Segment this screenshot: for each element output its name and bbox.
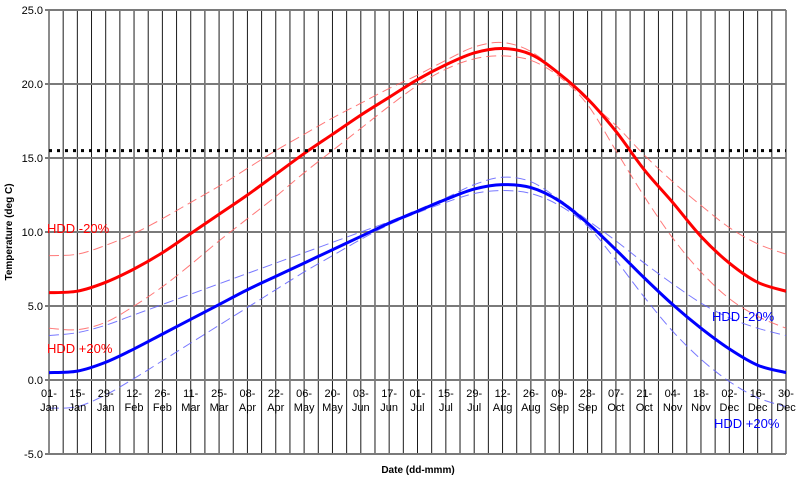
series-red-mean (48, 46, 787, 295)
x-tick-label: 23-Sep (578, 388, 598, 414)
x-axis-label: Date (dd-mmm) (381, 465, 454, 476)
y-tick-label: 5.0 (28, 301, 43, 313)
x-tick-label: 01-Jul (410, 388, 426, 414)
series-red-upper (48, 41, 787, 257)
x-tick-label: 25-Mar (210, 388, 229, 414)
x-tick-labels: 01-Jan 15-Jan 29-Jan 12-Feb 26-Feb 11-Mar 25-M… (40, 388, 796, 414)
x-tick-label: 26-Feb (153, 388, 172, 414)
x-tick-label: 29-Jan (97, 388, 115, 414)
y-tick-label: 15.0 (22, 153, 43, 165)
x-tick-label: 11-Mar (181, 388, 200, 414)
annotation-blue-hdd-plus: HDD +20% (714, 416, 780, 431)
y-tick-labels: -5.0 0.0 5.0 10.0 15.0 20.0 25.0 (22, 5, 43, 461)
annotation-red-hdd-plus: HDD +20% (47, 341, 113, 356)
x-tick-label: 20-May (322, 388, 343, 414)
y-tick-label: 10.0 (22, 227, 43, 239)
x-tick-label: 03-Jun (352, 388, 370, 414)
x-tick-label: 26-Aug (521, 388, 541, 414)
x-tick-label: 15-Jan (68, 388, 86, 414)
y-tick-label: 20.0 (22, 79, 43, 91)
x-tick-label: 17-Jun (380, 388, 398, 414)
y-tick-label: 0.0 (28, 375, 43, 387)
x-tick-label: 12-Aug (493, 388, 513, 414)
x-tick-label: 22-Apr (267, 388, 284, 414)
series-blue-mean (48, 183, 787, 375)
x-tick-label: 08-Apr (239, 388, 256, 414)
x-tick-label: 04-Nov (663, 388, 683, 414)
x-tick-label: 16-Dec (748, 388, 768, 414)
x-tick-label: 09-Sep (549, 388, 569, 414)
x-tick-label: 02-Dec (720, 388, 740, 414)
y-tick-label: 25.0 (22, 5, 43, 17)
annotation-red-hdd-minus: HDD -20% (47, 221, 110, 236)
y-axis-label: Temperature (deg C) (4, 183, 15, 280)
grid (45, 9, 787, 455)
series-red-lower (48, 55, 787, 331)
x-tick-label: 01-Jan (40, 388, 58, 414)
x-tick-label: 18-Nov (691, 388, 711, 414)
x-tick-label: 12-Feb (125, 388, 144, 414)
series-group (48, 41, 787, 409)
annotation-blue-hdd-minus: HDD -20% (712, 309, 775, 324)
x-tick-label: 07-Oct (607, 388, 624, 414)
x-tick-label: 15-Jul (438, 388, 454, 414)
y-tick-label: -5.0 (24, 449, 43, 461)
x-tick-label: 21-Oct (636, 388, 653, 414)
x-tick-label: 30-Dec (776, 388, 796, 414)
x-tick-label: 29-Jul (466, 388, 482, 414)
x-tick-label: 06-May (294, 388, 315, 414)
